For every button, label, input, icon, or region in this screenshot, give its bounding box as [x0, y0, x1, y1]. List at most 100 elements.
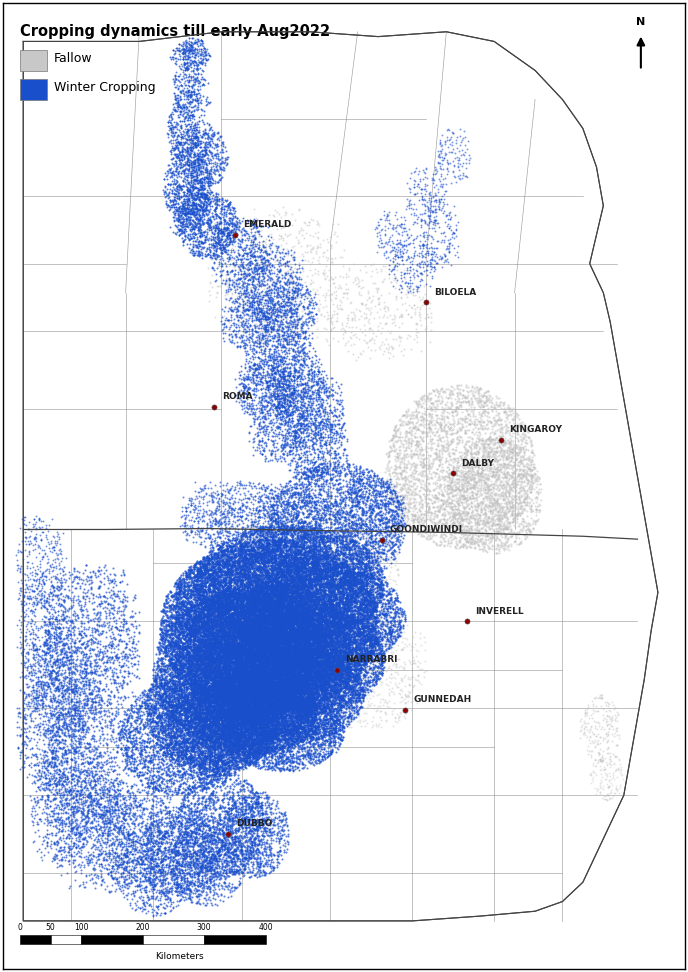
Point — [254, 803, 265, 818]
Point — [459, 490, 470, 505]
Point — [376, 655, 387, 671]
Point — [194, 623, 205, 639]
Point — [252, 666, 263, 681]
Point — [298, 663, 309, 678]
Point — [275, 640, 286, 655]
Point — [282, 586, 293, 602]
Point — [299, 658, 310, 674]
Point — [330, 656, 341, 672]
Point — [211, 852, 222, 868]
Point — [189, 128, 200, 144]
Point — [150, 769, 161, 784]
Point — [260, 664, 271, 679]
Point — [149, 878, 160, 893]
Point — [43, 563, 54, 578]
Point — [251, 387, 262, 402]
Point — [286, 633, 297, 648]
Point — [199, 718, 210, 734]
Point — [308, 697, 319, 712]
Point — [266, 677, 277, 692]
Point — [288, 619, 299, 635]
Point — [173, 756, 184, 772]
Point — [289, 653, 300, 669]
Point — [223, 499, 234, 514]
Point — [197, 695, 208, 711]
Point — [295, 532, 306, 547]
Point — [286, 562, 297, 577]
Point — [211, 695, 222, 711]
Point — [158, 777, 169, 792]
Point — [177, 621, 188, 637]
Point — [302, 639, 313, 654]
Point — [160, 728, 171, 744]
Point — [305, 639, 316, 654]
Point — [252, 606, 263, 621]
Point — [178, 739, 189, 754]
Point — [173, 686, 184, 702]
Point — [224, 599, 235, 614]
Point — [309, 535, 320, 550]
Point — [308, 695, 319, 711]
Point — [246, 620, 257, 636]
Point — [227, 696, 238, 712]
Point — [201, 692, 212, 708]
Point — [300, 557, 311, 573]
Point — [286, 540, 297, 556]
Point — [290, 424, 301, 439]
Point — [502, 494, 513, 509]
Point — [219, 696, 230, 712]
Point — [75, 656, 86, 672]
Point — [189, 655, 200, 671]
Point — [271, 701, 282, 716]
Point — [78, 801, 89, 816]
Point — [65, 732, 76, 747]
Point — [62, 603, 73, 618]
Point — [319, 378, 330, 394]
Point — [287, 604, 298, 619]
Point — [358, 552, 369, 568]
Point — [397, 642, 408, 657]
Point — [189, 668, 200, 683]
Point — [256, 400, 267, 416]
Point — [286, 588, 297, 604]
Point — [259, 574, 270, 590]
Point — [298, 653, 309, 669]
Point — [164, 611, 175, 627]
Point — [231, 724, 242, 740]
Point — [342, 684, 353, 700]
Point — [389, 248, 400, 263]
Point — [334, 547, 345, 563]
Point — [293, 688, 304, 704]
Point — [391, 488, 402, 503]
Point — [263, 532, 274, 547]
Point — [261, 714, 272, 730]
Point — [226, 738, 237, 753]
Point — [326, 704, 337, 719]
Point — [349, 690, 360, 706]
Point — [277, 709, 288, 724]
Point — [440, 533, 451, 548]
Point — [197, 38, 208, 53]
Point — [294, 549, 305, 565]
Point — [361, 570, 372, 585]
Point — [257, 637, 268, 652]
Point — [597, 708, 608, 723]
Point — [307, 638, 318, 653]
Point — [305, 614, 316, 630]
Point — [325, 658, 336, 674]
Point — [323, 678, 334, 694]
Point — [286, 671, 297, 686]
Point — [44, 665, 55, 680]
Point — [262, 379, 273, 395]
Point — [299, 711, 310, 726]
Point — [313, 657, 324, 673]
Point — [262, 652, 273, 668]
Point — [252, 593, 263, 608]
Point — [200, 847, 211, 862]
Point — [248, 714, 259, 730]
Point — [286, 537, 297, 552]
Point — [299, 315, 310, 330]
Point — [217, 573, 228, 589]
Point — [71, 846, 82, 861]
Point — [312, 639, 323, 654]
